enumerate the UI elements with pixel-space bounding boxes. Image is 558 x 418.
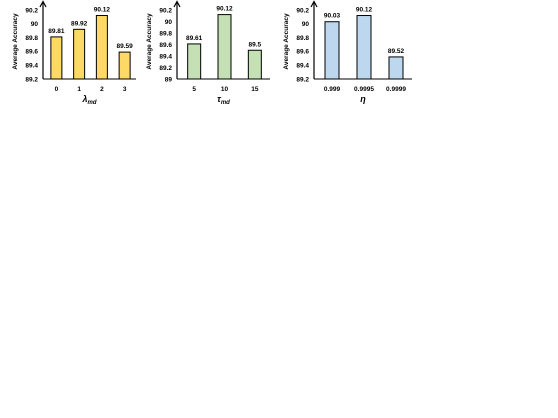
y-tick-label: 90.2 (296, 7, 309, 14)
y-tick-label: 89.6 (296, 49, 309, 56)
bar (247, 49, 262, 80)
y-tick-label: 90 (165, 19, 173, 26)
y-tick-label: 90.2 (159, 7, 172, 14)
data-label: 89.61 (186, 35, 203, 42)
x-axis-label: η (360, 94, 366, 104)
data-label: 89.52 (388, 48, 405, 55)
x-tick-label: 3 (123, 86, 127, 93)
data-label: 90.12 (94, 7, 111, 14)
y-tick-label: 89.2 (296, 76, 309, 83)
chart-2: 89 89.2 89.4 89.6 89.8 90 90.2 Average Accuracy… (146, 0, 270, 106)
y-tick-label: 90.2 (25, 7, 38, 14)
x-axis-label: τmd (217, 94, 230, 106)
y-tick-label: 89 (165, 76, 173, 83)
x-tick-label: 15 (251, 86, 259, 93)
bar (95, 15, 108, 80)
y-axis-arrow-icon (173, 0, 181, 8)
y-axis-arrow-icon (39, 0, 47, 8)
y-tick-label: 89.2 (25, 76, 38, 83)
chart-row: 89.2 89.4 89.6 89.8 90 90.2 Average Accuracy 89… (0, 0, 558, 120)
x-tick-label: 0.999 (324, 86, 341, 93)
data-label: 89.5 (249, 41, 262, 48)
y-tick-label: 89.2 (159, 65, 172, 72)
y-tick-label: 89.4 (25, 63, 38, 70)
x-tick-label: 0.9999 (386, 86, 406, 93)
bar (324, 21, 340, 80)
y-tick-label: 89.4 (159, 53, 172, 60)
bar (50, 36, 63, 80)
y-tick-label: 90 (302, 21, 310, 28)
bar (118, 51, 131, 80)
y-axis-arrow-icon (310, 0, 318, 8)
data-label: 89.59 (116, 43, 133, 50)
y-tick-label: 89.8 (159, 30, 172, 37)
x-tick-label: 5 (192, 86, 196, 93)
chart-3: 89.2 89.4 89.6 89.8 90 90.2 Average Accuracy 90… (283, 0, 412, 104)
data-label: 89.81 (48, 28, 65, 35)
data-label: 90.12 (356, 7, 373, 14)
y-tick-label: 89.8 (25, 35, 38, 42)
chart-1: 89.2 89.4 89.6 89.8 90 90.2 Average Accuracy 89… (12, 0, 136, 106)
bar (356, 15, 372, 80)
y-tick-label: 89.6 (25, 49, 38, 56)
y-tick-label: 89.8 (296, 35, 309, 42)
data-label: 89.92 (71, 20, 88, 27)
y-axis-label: Average Accuracy (283, 13, 290, 70)
data-label: 90.12 (216, 6, 233, 13)
x-tick-label: 0.9995 (354, 86, 374, 93)
x-tick-label: 10 (221, 86, 229, 93)
y-axis-label: Average Accuracy (146, 13, 153, 70)
x-tick-label: 2 (100, 86, 104, 93)
bar (187, 43, 202, 80)
y-tick-label: 89.4 (296, 63, 309, 70)
data-label: 90.03 (324, 13, 341, 20)
x-tick-label: 0 (55, 86, 59, 93)
x-axis-label: λmd (81, 94, 96, 106)
bar (73, 28, 86, 80)
y-axis-label: Average Accuracy (12, 13, 19, 70)
y-tick-label: 89.6 (159, 42, 172, 49)
x-tick-label: 1 (77, 86, 81, 93)
bar (388, 56, 404, 80)
y-tick-label: 90 (31, 21, 39, 28)
bar (217, 14, 232, 80)
